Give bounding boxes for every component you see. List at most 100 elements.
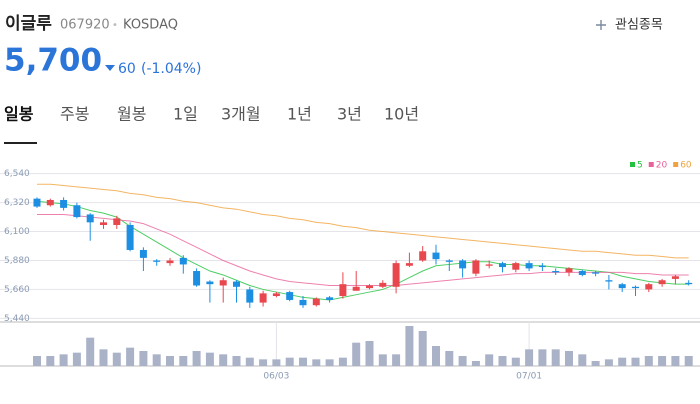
candle-body [685,282,693,285]
tab[interactable]: 10년 [384,105,419,124]
candle-body [671,276,679,279]
y-tick-label: 5,880 [4,256,30,266]
volume-bar [72,352,81,366]
watch-button[interactable]: 관심종목 [596,18,663,33]
candle-body [512,263,520,270]
candle-body [286,292,294,300]
tab[interactable]: 3년 [337,105,362,124]
legend-swatch [630,162,635,167]
candle-body [605,280,613,282]
candle-body [432,252,440,260]
y-tick-label: 5,440 [4,314,30,324]
candle-body [326,297,334,300]
candle-body [352,286,360,291]
volume-bar [272,359,281,366]
candle-body [259,293,267,303]
plus-icon [596,20,606,30]
stock-name: 이글루 [5,14,52,34]
y-tick-label: 6,100 [4,227,30,237]
volume-bar [365,341,374,366]
legend-swatch [673,162,679,167]
candle-body [312,298,320,306]
tab[interactable]: 3개월 [221,105,261,124]
candle-body [100,222,107,225]
volume-bar [644,356,653,366]
candle-body [578,271,586,275]
price: 5,700 [4,43,102,79]
x-tick-label: 07/01 [516,372,542,382]
candle-body [60,199,68,208]
legend-label: 60 [680,161,692,171]
volume-bar [112,352,121,366]
candle-body [538,265,546,268]
tab[interactable]: 일봉 [4,105,34,124]
volume-bar [99,349,108,366]
candle-body [632,286,639,289]
stock-code: 067920 [60,18,110,33]
tab[interactable]: 1일 [173,105,198,124]
volume-bar [46,356,55,366]
volume-bar [219,354,228,366]
volume-bar [299,357,307,366]
volume-bar [551,349,560,366]
legend-label: 20 [656,161,668,171]
change: 60 [118,61,136,77]
volume-bar [684,356,693,366]
volume-bar [445,351,454,366]
candle-body [645,284,653,290]
volume-bar [591,361,600,366]
candle-body [193,271,201,286]
candle-body [392,263,400,287]
candle-body [246,289,254,303]
volume-bar [378,354,387,366]
candle-body [459,260,467,269]
separator: • [112,20,118,31]
volume-bar [192,351,201,366]
volume-bar [166,356,174,366]
volume-bar [498,356,507,366]
volume-bar [485,354,494,366]
volume-bar [205,352,214,366]
volume-bar [285,357,294,366]
candle-body [419,251,427,261]
volume-bar [631,357,640,366]
candle-body [445,260,453,262]
volume-bar [618,357,627,366]
volume-bar [604,359,613,366]
candle-body [33,198,41,207]
candle-body [499,263,506,268]
volume-bar [671,356,680,366]
volume-bar [245,357,254,366]
volume-bar [578,354,587,366]
candle-body [565,268,573,273]
market: KOSDAQ [123,18,178,33]
down-arrow [105,65,115,71]
volume-bar [405,326,414,366]
volume-bar [511,357,520,366]
legend-swatch [648,162,654,167]
legend-label: 5 [637,161,643,171]
candle-body [233,281,240,287]
tab[interactable]: 월봉 [117,105,146,124]
candle-body [366,285,373,289]
tab[interactable]: 주봉 [60,105,89,124]
y-tick-label: 6,540 [4,169,30,179]
watch-label: 관심종목 [615,18,663,33]
y-tick-label: 6,320 [4,198,30,208]
candle-body [592,272,600,274]
moving-average [37,183,689,259]
candle-body [126,224,134,250]
volume-bar [126,347,135,366]
candle-body [179,257,187,265]
candle-body [525,263,533,269]
candle-body [46,199,54,206]
volume-bar [325,359,334,366]
volume-bar [525,349,534,366]
volume-bar [152,354,161,366]
volume-bar [392,354,401,366]
tab[interactable]: 1년 [287,105,312,124]
candle-body [658,280,666,285]
candle-body [618,284,626,289]
volume-bar [471,361,480,366]
